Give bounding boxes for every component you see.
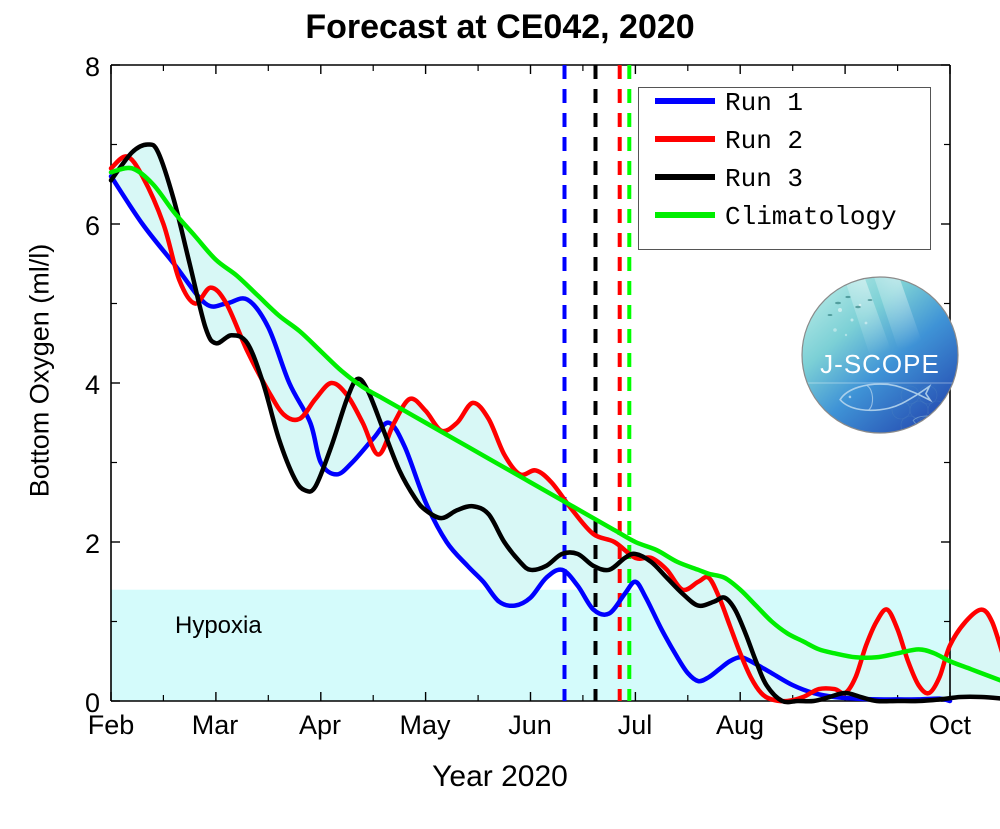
svg-text:J-SCOPE: J-SCOPE (820, 349, 940, 379)
